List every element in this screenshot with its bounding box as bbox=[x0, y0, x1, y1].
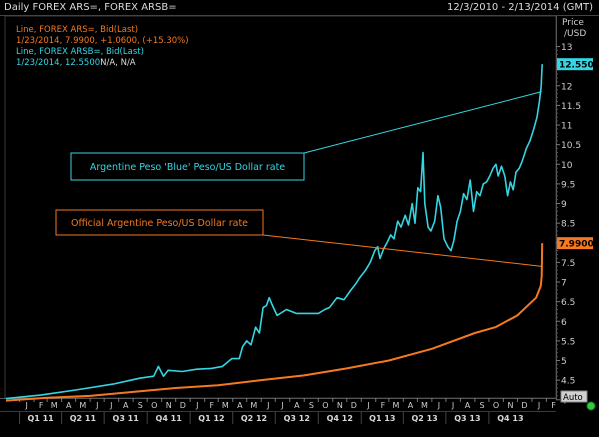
legend-official-name: Line, FOREX ARS=, Bid(Last) bbox=[16, 25, 139, 35]
x-month-label: N bbox=[508, 401, 514, 410]
official-last-value-text: 7.9900 bbox=[559, 240, 594, 250]
blue-annotation-box bbox=[70, 152, 305, 181]
x-quarter-label: Q3 11 bbox=[113, 414, 140, 423]
x-quarter-label: Q4 13 bbox=[497, 414, 523, 423]
y-axis-title: Price bbox=[562, 18, 584, 28]
status-indicator-icon bbox=[586, 401, 596, 411]
y-tick-label: 10.5 bbox=[561, 141, 581, 151]
legend-blue-value-na: N/A, N/A bbox=[100, 58, 136, 68]
x-month-label: N bbox=[337, 401, 343, 410]
y-tick-label: 10 bbox=[561, 161, 573, 171]
x-quarter-label: Q1 11 bbox=[27, 414, 54, 423]
x-month-label: D bbox=[180, 401, 186, 410]
official-last-value-tag bbox=[557, 237, 593, 250]
x-quarter-label: Q1 13 bbox=[369, 414, 395, 423]
x-month-label: J bbox=[266, 401, 269, 410]
x-month-label: A bbox=[237, 401, 243, 410]
x-month-label: N bbox=[166, 401, 172, 410]
x-month-label: J bbox=[437, 401, 440, 410]
official-rate-line bbox=[5, 243, 544, 402]
y-tick-label: 7 bbox=[561, 279, 567, 289]
official-callout-line bbox=[262, 234, 542, 267]
y-tick-label: 11 bbox=[561, 122, 572, 132]
y-tick-label: 5 bbox=[561, 357, 567, 367]
x-month-label: M bbox=[222, 401, 229, 410]
x-month-label: J bbox=[280, 401, 283, 410]
y-tick-label: 9.5 bbox=[561, 180, 575, 190]
x-month-label: A bbox=[294, 401, 300, 410]
x-month-label: D bbox=[351, 401, 357, 410]
x-month-label: O bbox=[322, 401, 328, 410]
y-tick-label: 9 bbox=[561, 200, 567, 210]
blue-annotation-text: Argentine Peso 'Blue' Peso/US Dollar rat… bbox=[90, 162, 285, 173]
y-tick-label: 4.5 bbox=[561, 377, 575, 387]
x-quarter-label: Q2 12 bbox=[241, 414, 267, 423]
x-quarter-label: Q3 13 bbox=[454, 414, 480, 423]
x-quarter-label: Q4 12 bbox=[327, 414, 353, 423]
x-month-label: A bbox=[66, 401, 72, 410]
x-quarter-label: Q1 12 bbox=[198, 414, 224, 423]
y-tick-label: 12 bbox=[561, 82, 572, 92]
x-month-label: S bbox=[138, 401, 143, 410]
x-month-label: S bbox=[309, 401, 314, 410]
x-month-label: F bbox=[381, 401, 386, 410]
x-month-label: J bbox=[366, 401, 369, 410]
x-month-label: J bbox=[451, 401, 454, 410]
y-tick-label: 8.5 bbox=[561, 220, 575, 230]
x-month-label: S bbox=[479, 401, 484, 410]
x-month-label: F bbox=[209, 401, 214, 410]
legend-blue-value: 1/23/2014, 12.5500N/A, N/A bbox=[16, 58, 136, 69]
y-axis-unit: /USD bbox=[564, 29, 586, 39]
x-month-label: M bbox=[421, 401, 428, 410]
x-month-label: J bbox=[95, 401, 98, 410]
blue-last-value-tag bbox=[557, 58, 593, 71]
x-month-label: J bbox=[537, 401, 540, 410]
x-month-label: M bbox=[393, 401, 400, 410]
x-month-label: M bbox=[79, 401, 86, 410]
x-month-label: F bbox=[39, 401, 44, 410]
y-tick-label: 11.5 bbox=[561, 102, 581, 112]
x-quarter-label: Q4 11 bbox=[156, 414, 183, 423]
x-month-label: F bbox=[551, 401, 556, 410]
legend-blue-value-main: 1/23/2014, 12.5500 bbox=[16, 58, 101, 68]
official-annotation-box bbox=[55, 209, 264, 236]
x-month-label: J bbox=[24, 401, 27, 410]
x-quarter-label: Q2 11 bbox=[70, 414, 97, 423]
x-month-label: O bbox=[151, 401, 157, 410]
y-tick-label: 7.5 bbox=[561, 259, 575, 269]
blue-last-value-text: 12.5500 bbox=[559, 61, 599, 71]
auto-scale-button bbox=[560, 390, 588, 403]
x-quarter-label: Q3 12 bbox=[284, 414, 310, 423]
x-month-label: M bbox=[51, 401, 58, 410]
auto-scale-label: Auto bbox=[563, 393, 583, 403]
y-tick-label: 13 bbox=[561, 43, 572, 53]
blue-rate-line bbox=[5, 64, 543, 400]
x-month-label: A bbox=[465, 401, 471, 410]
legend-official-value: 1/23/2014, 7.9900, +1.0600, (+15.30%) bbox=[16, 36, 189, 46]
y-tick-label: 6.5 bbox=[561, 298, 575, 308]
official-annotation-text: Official Argentine Peso/US Dollar rate bbox=[71, 218, 248, 229]
x-month-label: D bbox=[521, 401, 527, 410]
legend-blue-name: Line, FOREX ARSB=, Bid(Last) bbox=[16, 47, 144, 57]
x-month-label: A bbox=[408, 401, 414, 410]
x-month-label: O bbox=[493, 401, 499, 410]
x-month-label: J bbox=[109, 401, 112, 410]
y-tick-label: 5.5 bbox=[561, 337, 575, 347]
blue-callout-line bbox=[303, 91, 542, 154]
x-quarter-label: Q2 13 bbox=[411, 414, 437, 423]
x-month-label: A bbox=[123, 401, 129, 410]
date-range: 12/3/2010 - 2/13/2014 (GMT) bbox=[447, 2, 593, 13]
y-tick-label: 6 bbox=[561, 318, 567, 328]
x-month-label: M bbox=[250, 401, 257, 410]
x-month-label: J bbox=[195, 401, 198, 410]
chart-title: Daily FOREX ARS=, FOREX ARSB= bbox=[4, 2, 177, 13]
